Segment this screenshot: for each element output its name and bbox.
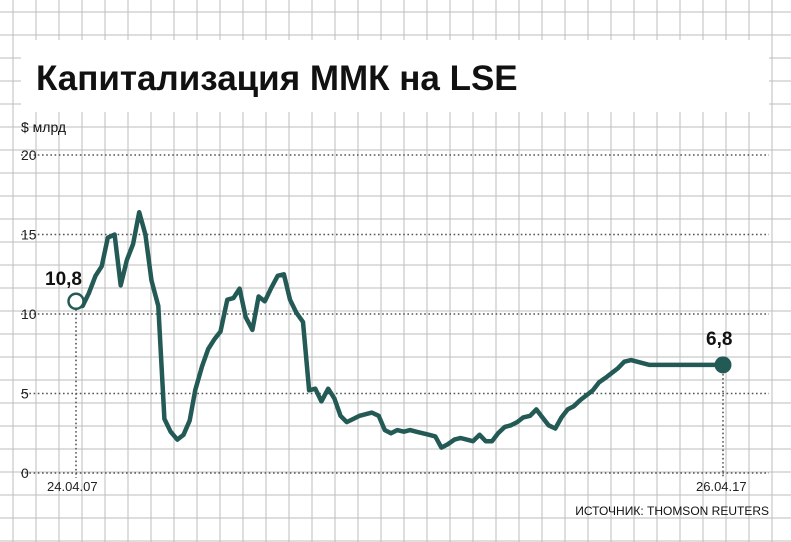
y-tick-label: 15 <box>21 227 37 243</box>
y-tick-label: 5 <box>21 386 29 402</box>
y-tick-label: 20 <box>21 147 37 163</box>
y-tick-labels: 0 5 10 15 20 <box>21 147 37 481</box>
start-value-label: 10,8 <box>45 269 82 290</box>
start-point-marker <box>67 292 85 311</box>
y-tick-label: 0 <box>21 465 29 481</box>
y-tick-label: 10 <box>21 306 37 322</box>
x-end-label: 26.04.17 <box>696 479 747 494</box>
y-axis-unit: $ млрд <box>21 119 66 135</box>
horizontal-gridlines <box>21 154 769 474</box>
end-point-marker <box>714 356 732 374</box>
series-line <box>73 209 726 450</box>
source-credit: ИСТОЧНИК: THOMSON REUTERS <box>575 504 769 518</box>
x-start-label: 24.04.07 <box>47 479 98 494</box>
title-box <box>21 40 769 112</box>
end-value-label: 6,8 <box>706 329 732 350</box>
date-leader-lines <box>75 309 724 478</box>
chart-title: Капитализация ММК на LSE <box>36 59 518 98</box>
